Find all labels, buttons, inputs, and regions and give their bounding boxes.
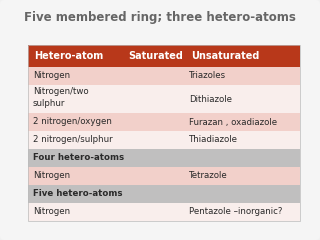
Text: Nitrogen: Nitrogen [33,72,70,80]
Text: sulphur: sulphur [33,99,65,108]
Text: Triazoles: Triazoles [189,72,226,80]
Text: Furazan , oxadiazole: Furazan , oxadiazole [189,118,277,126]
Bar [28,149,300,167]
Text: Five membered ring; three hetero-atoms: Five membered ring; three hetero-atoms [24,12,296,24]
Bar [28,203,300,221]
Text: Dithiazole: Dithiazole [189,95,232,103]
Text: Thiadiazole: Thiadiazole [189,136,238,144]
Text: Five hetero-atoms: Five hetero-atoms [33,190,122,198]
Bar [28,167,300,185]
Bar [28,45,300,67]
Bar [28,113,300,131]
Text: Saturated: Saturated [128,51,183,61]
Text: Nitrogen: Nitrogen [33,208,70,216]
Text: Four hetero-atoms: Four hetero-atoms [33,154,124,162]
Text: Unsaturated: Unsaturated [191,51,260,61]
Text: 2 nitrogen/oxygen: 2 nitrogen/oxygen [33,118,112,126]
Text: Nitrogen/two: Nitrogen/two [33,88,88,96]
Text: Tetrazole: Tetrazole [189,172,228,180]
Bar [28,45,300,221]
Bar [28,131,300,149]
Text: 2 nitrogen/sulphur: 2 nitrogen/sulphur [33,136,112,144]
Text: Nitrogen: Nitrogen [33,172,70,180]
Text: Hetero-atom: Hetero-atom [34,51,103,61]
Bar [28,67,300,85]
Bar [28,185,300,203]
Text: Pentazole –inorganic?: Pentazole –inorganic? [189,208,282,216]
Bar [28,85,300,113]
